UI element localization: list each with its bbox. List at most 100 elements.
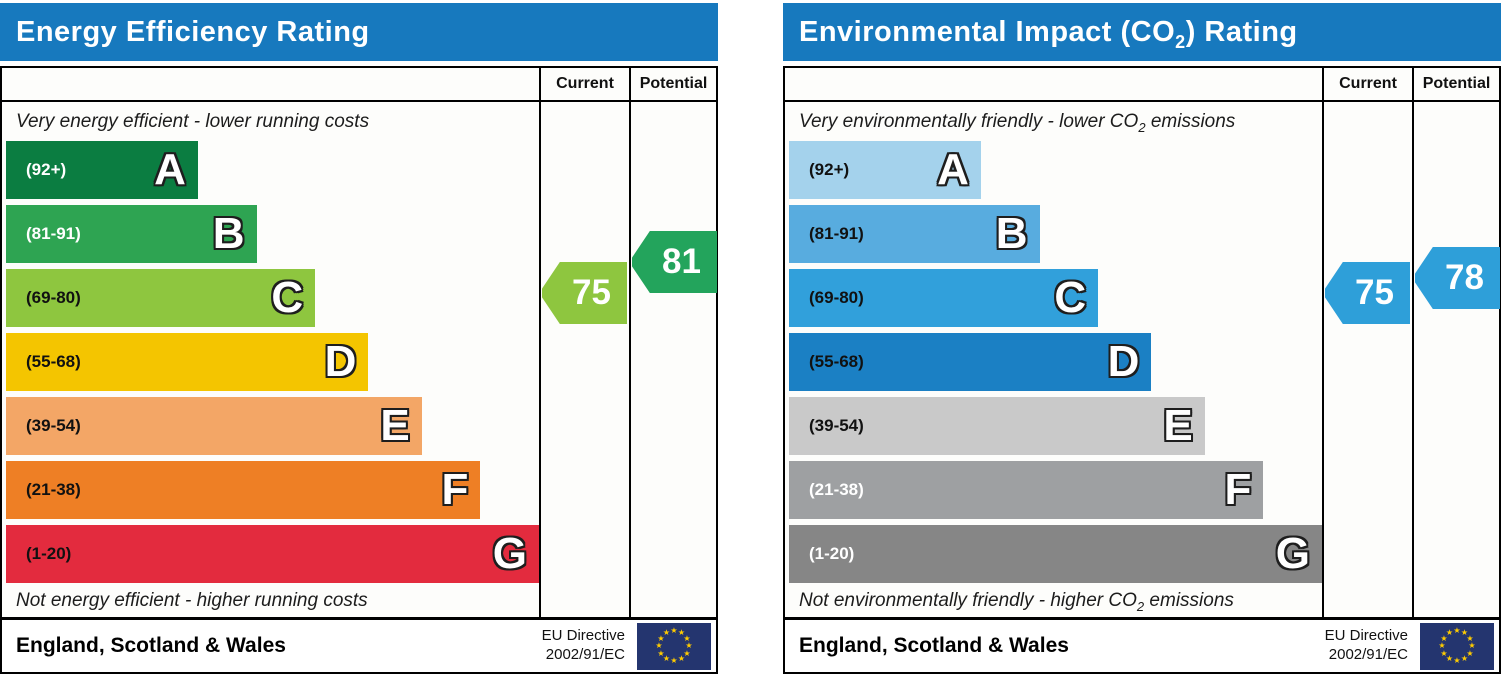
band-c: (69-80) C [6,269,539,327]
eu-directive-line2: 2002/91/EC [545,646,625,663]
band-range-label: (21-38) [809,480,864,499]
top-caption-text-end: emissions [1145,111,1236,132]
band-bar: (39-54) E [6,397,422,455]
band-bar: (39-54) E [789,397,1205,455]
bottom-caption-subscript: 2 [1136,598,1145,614]
band-a: (92+) A [6,141,539,199]
band-bar: (55-68) D [789,333,1152,391]
top-caption: Very environmentally friendly - lower CO… [789,102,1322,141]
band-letter: D [1107,337,1140,386]
current-value-column: 75 [539,102,629,617]
band-range-label: (39-54) [809,416,864,435]
title-text: Environmental Impact (CO [799,16,1176,48]
current-rating-value: 75 [572,273,611,312]
chart-footer: England, Scotland & Wales EU Directive 2… [2,617,716,672]
band-range-label: (1-20) [26,544,72,563]
rating-bands: (92+) A (81-91) B (69-80) C (55-68) D (39-54… [789,141,1322,583]
rating-bands: (92+) A (81-91) B (69-80) C (55-68) D (39-54… [6,141,539,583]
band-f: (21-38) F [6,461,539,519]
potential-rating-arrow: 81 [632,231,717,293]
eu-directive-label: EU Directive 2002/91/EC [1325,627,1408,665]
band-letter: B [995,209,1028,258]
bands-area: Very environmentally friendly - lower CO… [785,102,1322,617]
band-bar: (21-38) F [6,461,481,519]
potential-column-header: Potential [1412,68,1499,100]
band-letter: D [324,337,357,386]
eu-directive-line1: EU Directive [541,627,625,645]
region-label: England, Scotland & Wales [799,634,1069,657]
band-letter: F [441,465,469,514]
current-rating-value: 75 [1355,273,1394,312]
region-label: England, Scotland & Wales [16,634,286,657]
eu-directive-line1: EU Directive [1324,627,1408,645]
band-bar: (69-80) C [789,269,1099,327]
eu-flag-icon: ★ ★ ★ ★ ★ ★ ★ ★ ★ ★ ★ ★ [637,622,711,670]
current-rating-arrow: 75 [542,262,627,324]
bottom-caption-text: Not environmentally friendly - higher CO [799,590,1137,611]
potential-column-header: Potential [629,68,716,100]
bands-area: Very energy efficient - lower running co… [2,102,539,617]
bottom-caption-text-end: emissions [1144,590,1234,611]
band-bar: (92+) A [6,141,198,199]
column-header-row: Current Potential [785,68,1499,102]
environmental-impact-title: Environmental Impact (CO2) Rating [783,3,1501,61]
title-text-end: ) Rating [1185,16,1298,48]
band-range-label: (81-91) [26,224,81,243]
band-a: (92+) A [789,141,1322,199]
column-header-row: Current Potential [2,68,716,102]
potential-value-column: 81 [629,102,717,617]
potential-rating-value: 78 [1445,258,1484,297]
band-range-label: (92+) [809,160,850,179]
band-letter: C [1054,273,1087,322]
rating-table: Current Potential Very environmentally f… [783,66,1501,674]
band-letter: F [1224,465,1252,514]
band-letter: C [271,273,304,322]
band-d: (55-68) D [789,333,1322,391]
band-bar: (69-80) C [6,269,316,327]
band-range-label: (39-54) [26,416,81,435]
band-g: (1-20) G [789,525,1322,583]
current-value-column: 75 [1322,102,1412,617]
environmental-impact-rating-chart: Environmental Impact (CO2) Rating Curren… [783,3,1501,675]
bottom-caption-text: Not energy efficient - higher running co… [16,590,368,611]
band-bar: (1-20) G [6,525,539,583]
title-text: Energy Efficiency Rating [16,16,370,48]
band-range-label: (55-68) [26,352,81,371]
potential-rating-arrow: 78 [1415,247,1500,309]
band-g: (1-20) G [6,525,539,583]
eu-directive-label: EU Directive 2002/91/EC [542,627,625,665]
band-range-label: (92+) [26,160,67,179]
band-d: (55-68) D [6,333,539,391]
band-bar: (92+) A [789,141,981,199]
current-column-header: Current [1322,68,1412,100]
top-caption-subscript: 2 [1138,119,1146,135]
chart-footer: England, Scotland & Wales EU Directive 2… [785,617,1499,672]
band-bar: (55-68) D [6,333,369,391]
energy-efficiency-title: Energy Efficiency Rating [0,3,718,61]
band-b: (81-91) B [789,205,1322,263]
band-c: (69-80) C [789,269,1322,327]
band-letter: E [380,401,410,450]
current-column-header: Current [539,68,629,100]
rating-table: Current Potential Very energy efficient … [0,66,718,674]
band-bar: (1-20) G [789,525,1322,583]
rating-body: Very environmentally friendly - lower CO… [785,102,1500,617]
energy-efficiency-rating-chart: Energy Efficiency Rating Current Potenti… [0,3,718,675]
band-letter: B [212,209,245,258]
band-range-label: (69-80) [809,288,864,307]
header-spacer [785,68,1322,100]
title-subscript: 2 [1175,31,1186,52]
band-range-label: (55-68) [809,352,864,371]
band-e: (39-54) E [6,397,539,455]
potential-value-column: 78 [1412,102,1500,617]
top-caption: Very energy efficient - lower running co… [6,102,539,141]
bottom-caption: Not energy efficient - higher running co… [6,583,539,619]
band-range-label: (1-20) [809,544,855,563]
band-letter: A [154,145,186,194]
band-f: (21-38) F [789,461,1322,519]
band-bar: (21-38) F [789,461,1264,519]
band-letter: G [1275,529,1310,578]
band-range-label: (81-91) [809,224,864,243]
potential-rating-value: 81 [662,242,701,281]
